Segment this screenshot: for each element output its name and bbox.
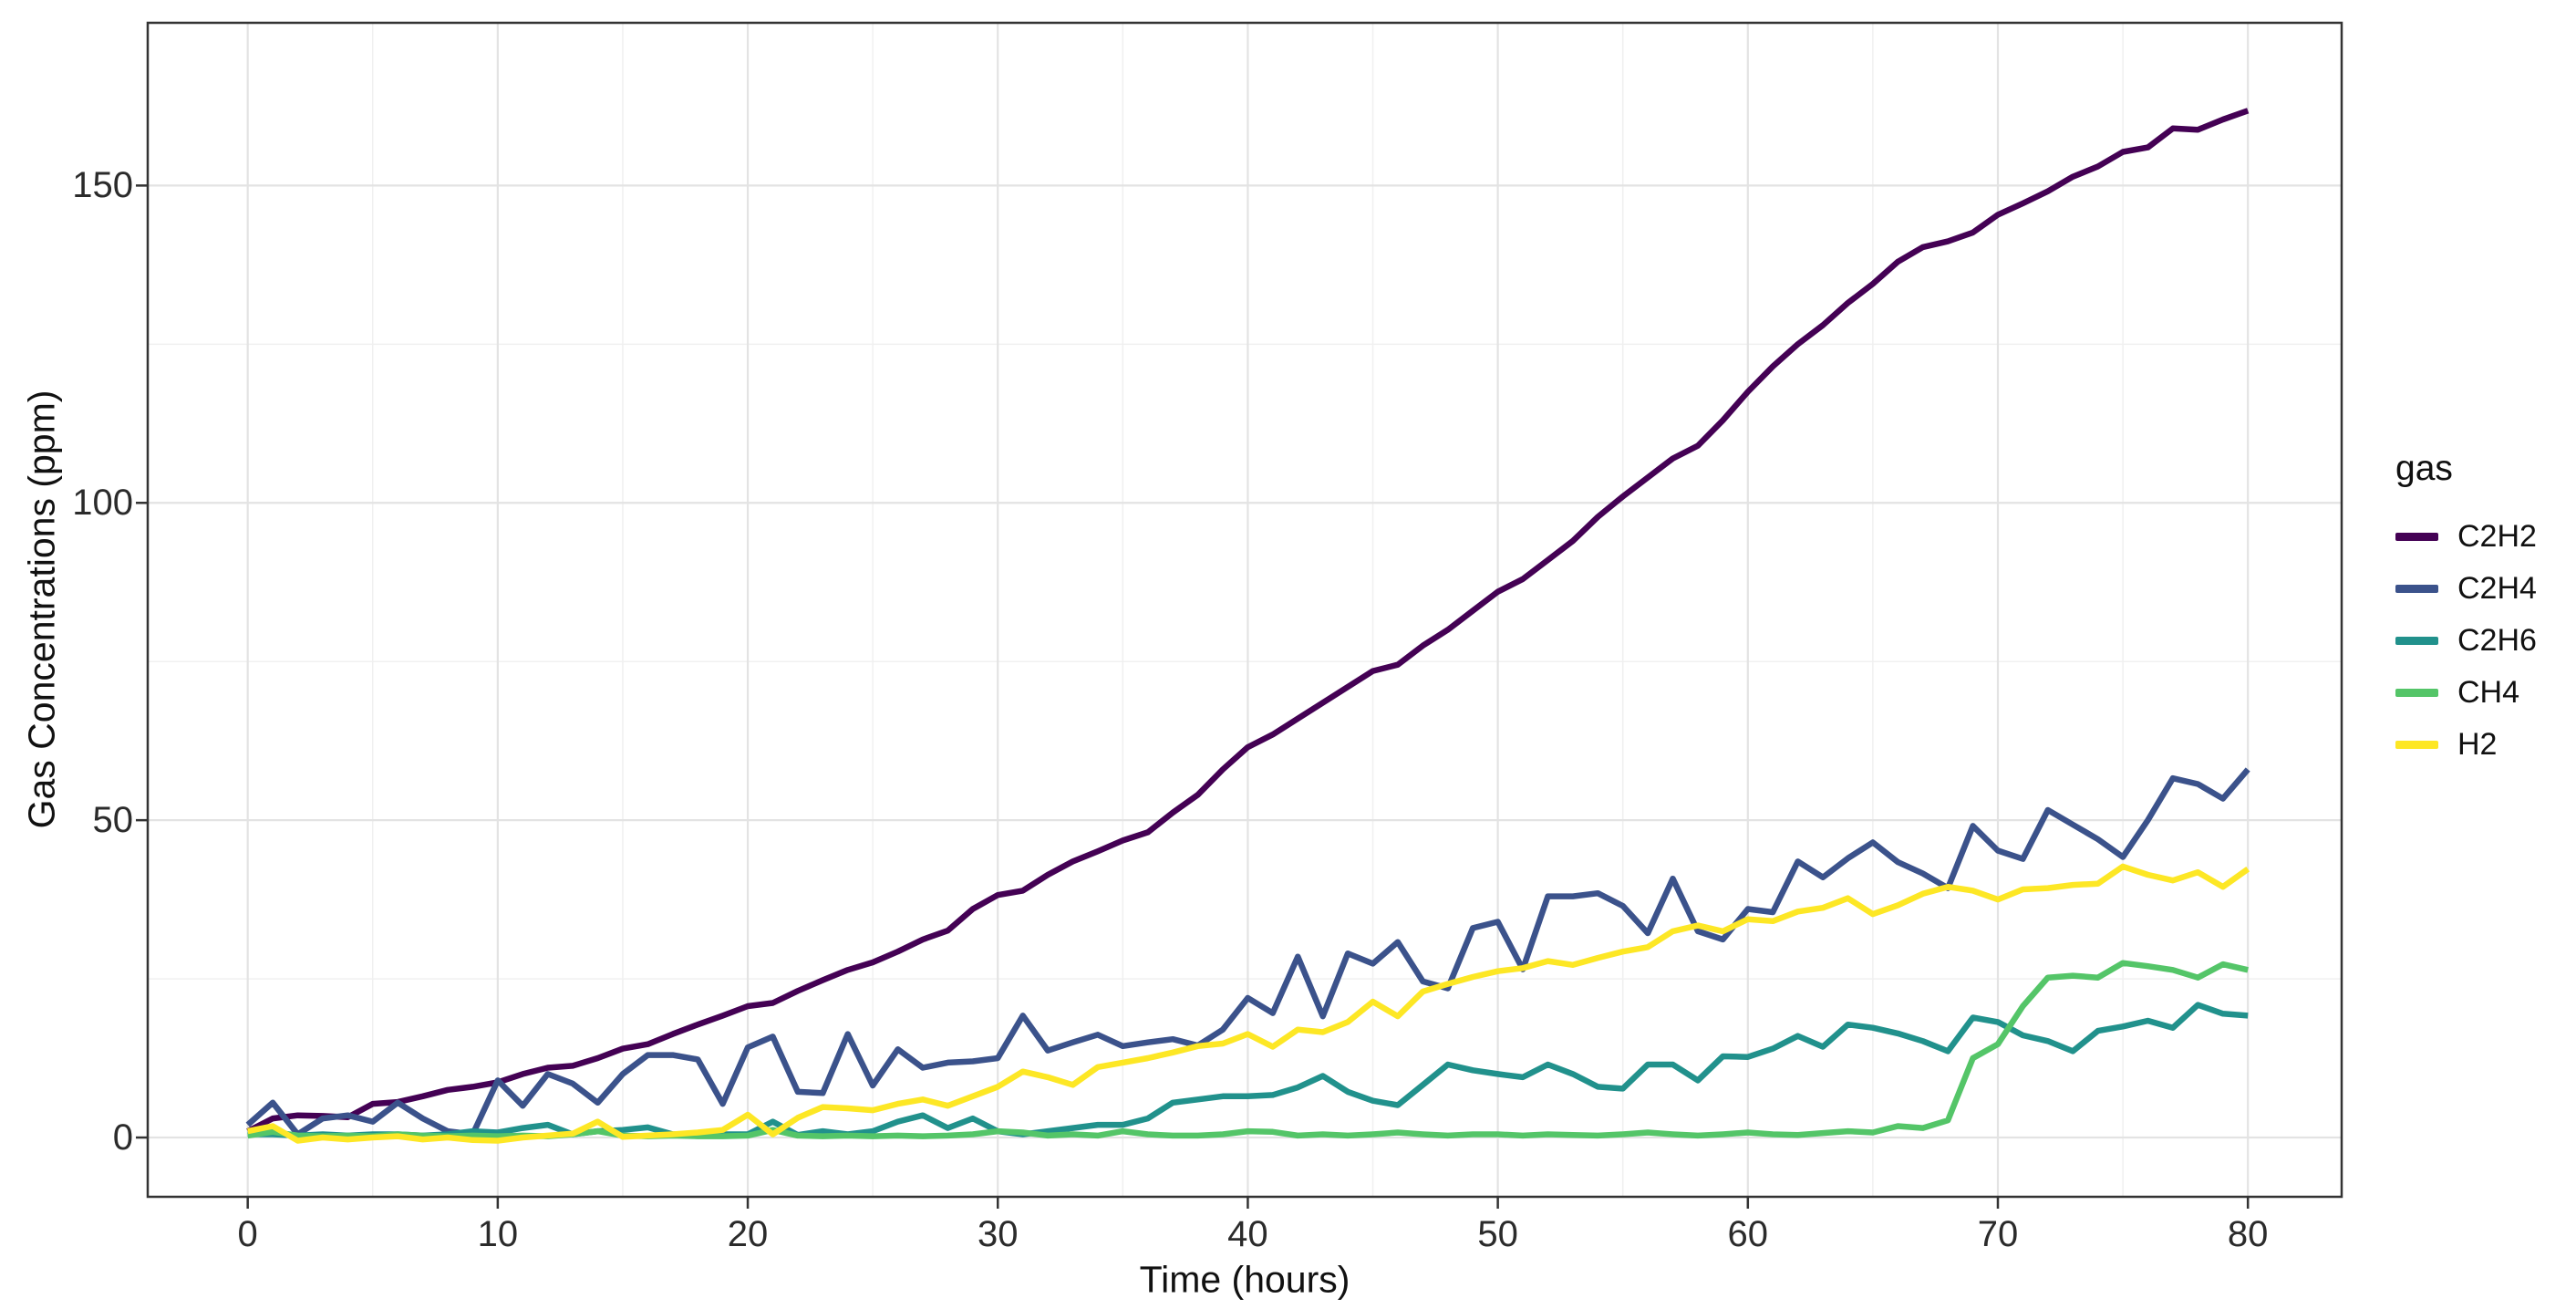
legend-item-label: CH4 — [2457, 675, 2520, 710]
x-tick-label: 30 — [977, 1214, 1019, 1254]
legend-title: gas — [2395, 449, 2453, 488]
panel-border — [146, 21, 2343, 1199]
x-axis-title: Time (hours) — [1139, 1258, 1350, 1301]
y-tick-label: 100 — [72, 483, 133, 524]
legend-item: C2H4 — [2395, 563, 2537, 615]
series-line-H2 — [247, 863, 2250, 1144]
legend-item-label: C2H4 — [2457, 571, 2537, 606]
legend-key-line — [2395, 585, 2438, 593]
series-line-CH4 — [247, 960, 2249, 1139]
series-line-C2H2 — [246, 108, 2250, 1134]
x-tick-label: 80 — [2227, 1214, 2269, 1254]
y-tick-label: 50 — [92, 800, 134, 841]
legend-item-label: C2H2 — [2457, 519, 2537, 554]
legend-item: C2H6 — [2395, 615, 2537, 667]
y-tick-label: 0 — [112, 1117, 133, 1158]
legend-item-label: H2 — [2457, 727, 2498, 762]
legend-item: H2 — [2395, 719, 2537, 771]
legend-key-line — [2395, 689, 2438, 697]
x-tick-label: 70 — [1977, 1214, 2019, 1254]
x-tick-label: 10 — [477, 1214, 519, 1254]
x-tick-label: 0 — [237, 1214, 258, 1254]
series-line-C2H4 — [245, 767, 2250, 1138]
x-tick-label: 60 — [1727, 1214, 1769, 1254]
x-tick-label: 20 — [727, 1214, 769, 1254]
y-tick-label: 150 — [72, 165, 133, 206]
legend-item: CH4 — [2395, 667, 2537, 719]
x-tick-label: 40 — [1227, 1214, 1268, 1254]
legend-key-line — [2395, 533, 2438, 541]
legend-item: C2H2 — [2395, 511, 2537, 563]
legend-key-line — [2395, 637, 2438, 645]
x-tick-label: 50 — [1477, 1214, 1518, 1254]
legend-item-label: C2H6 — [2457, 623, 2537, 658]
legend-key-line — [2395, 741, 2438, 749]
legend: gas C2H2 C2H4 C2H6 CH4 H2 — [2395, 449, 2537, 771]
y-axis-title: Gas Concentrations (ppm) — [20, 390, 63, 829]
